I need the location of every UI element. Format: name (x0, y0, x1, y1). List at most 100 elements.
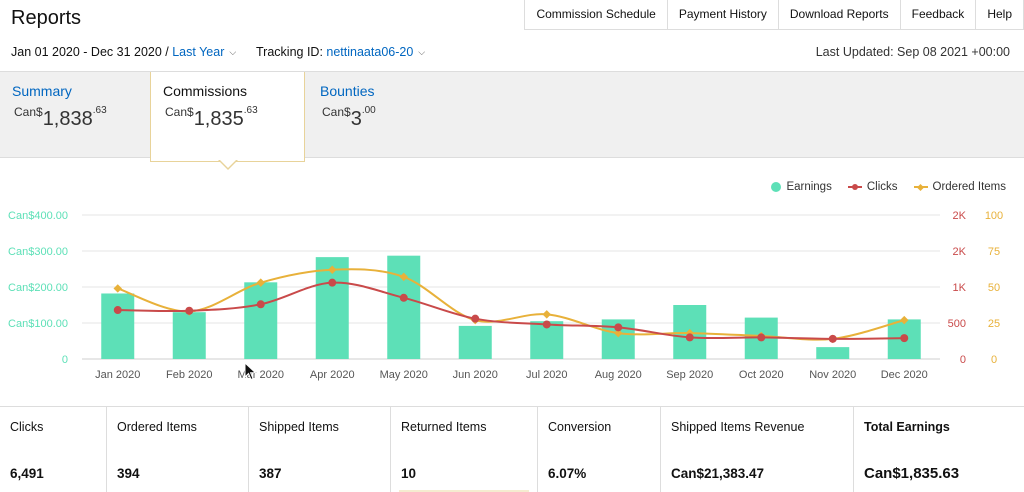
ordered-items-point (542, 310, 551, 319)
stat-label: Ordered Items (117, 420, 197, 434)
amount-cents: .63 (243, 105, 258, 116)
stat-value: 387 (259, 466, 282, 481)
currency-label: Can$ (14, 105, 43, 119)
clicks-point (685, 333, 694, 342)
stat-label: Clicks (10, 420, 44, 434)
amount-whole: 1,838 (42, 108, 93, 130)
y-tick-label: Can$100.00 (8, 318, 68, 330)
earnings-bar (172, 312, 206, 359)
amount-whole: 3 (350, 108, 362, 130)
stat-value: 394 (117, 466, 140, 481)
tab-bounties-label: Bounties (320, 83, 375, 99)
stat-ordered-items: Ordered Items 394 (107, 407, 249, 492)
x-tick-label: Jul 2020 (526, 369, 568, 381)
date-range-selector[interactable]: Jan 01 2020 - Dec 31 2020 / Last Year ⌵ (11, 45, 236, 59)
x-tick-label: Aug 2020 (595, 369, 642, 381)
legend-clicks-label: Clicks (866, 181, 898, 193)
active-tab-caret-fill (219, 159, 237, 168)
y-tick-label: Can$400.00 (8, 210, 68, 222)
tracking-id-label: Tracking ID: (256, 45, 323, 59)
amount-whole: 1,835 (193, 108, 244, 130)
chevron-down-icon[interactable]: ⌵ (418, 47, 426, 57)
x-tick-label: Apr 2020 (310, 369, 355, 381)
earnings-bar (315, 257, 349, 359)
chevron-down-icon[interactable]: ⌵ (229, 47, 237, 57)
tracking-id-value[interactable]: nettinaata06-20 (326, 45, 414, 59)
earnings-bar (244, 282, 278, 359)
x-tick-label: Sep 2020 (666, 369, 713, 381)
stat-value: 6,491 (10, 466, 44, 481)
feedback-button[interactable]: Feedback (901, 0, 977, 30)
clicks-point (185, 306, 194, 315)
summary-amount: Can$1,838.63 (14, 105, 138, 131)
legend-ordered-items[interactable]: Ordered Items (913, 181, 1006, 193)
top-bar: Reports Commission Schedule Payment Hist… (0, 0, 1024, 36)
stat-total-earnings: Total Earnings Can$1,835.63 (854, 407, 1024, 492)
stat-returned-items: Returned Items 10 (391, 407, 538, 492)
stat-conversion: Conversion 6.07% (538, 407, 661, 492)
y-tick-label: Can$200.00 (8, 282, 68, 294)
legend-clicks[interactable]: Clicks (847, 181, 898, 193)
help-button[interactable]: Help (976, 0, 1024, 30)
last-updated-text: Last Updated: Sep 08 2021 +00:00 (815, 45, 1010, 59)
y2-tick-label: 0 (960, 354, 966, 366)
x-tick-label: Dec 2020 (881, 369, 928, 381)
clicks-point (828, 334, 837, 343)
stat-label: Shipped Items (259, 420, 339, 434)
y-tick-label: 0 (62, 354, 68, 366)
stat-value: Can$1,835.63 (864, 465, 960, 482)
stat-clicks: Clicks 6,491 (0, 407, 107, 492)
clicks-swatch-icon (847, 182, 862, 192)
ordered-items-point (614, 328, 623, 338)
tab-summary[interactable]: Summary Can$1,838.63 (0, 72, 150, 158)
ordered-items-point (399, 272, 408, 282)
earnings-chart: 0 0 0 Can$100.00 500 25 Can$200.00 1K 50 Can$300.… (8, 210, 1003, 381)
top-nav: Commission Schedule Payment History Down… (524, 0, 1024, 30)
y3-tick-label: 100 (985, 210, 1003, 222)
commissions-amount: Can$1,835.63 (165, 105, 292, 131)
y2-tick-label: 2K (953, 246, 967, 258)
y3-tick-label: 50 (988, 282, 1000, 294)
tracking-id-selector[interactable]: Tracking ID: nettinaata06-20 ⌵ (256, 45, 425, 59)
commission-schedule-button[interactable]: Commission Schedule (525, 0, 668, 30)
x-tick-label: Feb 2020 (166, 369, 212, 381)
download-reports-button[interactable]: Download Reports (779, 0, 901, 30)
page-title: Reports (11, 7, 82, 29)
x-tick-label: Nov 2020 (809, 369, 856, 381)
stat-label: Returned Items (401, 420, 487, 434)
stat-value: Can$21,383.47 (671, 466, 765, 481)
clicks-point (757, 333, 766, 342)
y3-tick-label: 0 (991, 354, 997, 366)
chart-legend: Earnings Clicks Ordered Items (755, 181, 1006, 193)
legend-earnings[interactable]: Earnings (771, 181, 832, 193)
stat-shipped-revenue: Shipped Items Revenue Can$21,383.47 (661, 407, 854, 492)
y-tick-label: Can$300.00 (8, 246, 68, 258)
tab-commissions[interactable]: Commissions Can$1,835.63 (150, 72, 305, 162)
clicks-point (256, 300, 265, 309)
stats-bar: Clicks 6,491 Ordered Items 394 Shipped I… (0, 406, 1024, 492)
clicks-point (399, 293, 408, 302)
clicks-point (614, 323, 623, 332)
mouse-cursor-icon (244, 362, 257, 381)
period-link[interactable]: Last Year (172, 45, 225, 59)
stat-value: 10 (401, 466, 417, 481)
earnings-bar (387, 255, 421, 359)
earnings-bar (101, 293, 135, 359)
clicks-point (113, 306, 122, 315)
date-separator: / (161, 45, 173, 59)
payment-history-button[interactable]: Payment History (668, 0, 779, 30)
ordered-items-swatch-icon (913, 182, 928, 192)
y2-tick-label: 2K (953, 210, 967, 222)
ordered-items-point (328, 265, 337, 274)
tab-bounties[interactable]: Bounties Can$3.00 (308, 72, 458, 158)
clicks-point (328, 278, 337, 287)
clicks-point (471, 314, 480, 323)
tab-summary-label: Summary (12, 83, 72, 99)
earnings-swatch-icon (771, 182, 782, 192)
earnings-bar (816, 347, 850, 359)
ordered-items-point (256, 278, 265, 287)
y2-tick-label: 1K (953, 282, 967, 294)
stat-label: Conversion (548, 420, 612, 434)
x-tick-label: Jan 2020 (95, 369, 140, 381)
currency-label: Can$ (165, 105, 194, 119)
